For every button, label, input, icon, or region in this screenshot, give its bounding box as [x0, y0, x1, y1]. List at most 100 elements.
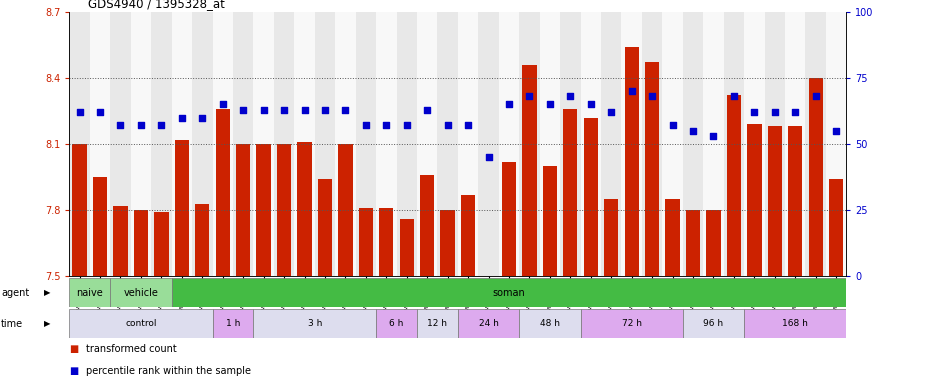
Point [788, 109, 803, 115]
Point [195, 114, 210, 121]
Bar [314, 12, 335, 276]
Bar [519, 12, 539, 276]
Point [808, 93, 823, 99]
Point [522, 93, 536, 99]
Point [154, 122, 168, 129]
Point [706, 133, 721, 139]
Point [768, 109, 783, 115]
Text: 48 h: 48 h [540, 319, 560, 328]
Point [461, 122, 475, 129]
Text: 168 h: 168 h [783, 319, 808, 328]
Bar [458, 309, 519, 338]
Bar [622, 12, 642, 276]
Bar [172, 12, 192, 276]
Text: 72 h: 72 h [622, 319, 642, 328]
Point [665, 122, 680, 129]
Text: 24 h: 24 h [478, 319, 499, 328]
Bar [233, 12, 253, 276]
Point [216, 101, 230, 107]
Bar [543, 166, 557, 276]
Point [645, 93, 660, 99]
Bar [397, 12, 417, 276]
Bar [318, 179, 332, 276]
Bar [478, 12, 499, 276]
Point [440, 122, 455, 129]
Point [113, 122, 128, 129]
Point [624, 88, 639, 94]
Bar [253, 309, 376, 338]
Text: ■: ■ [69, 344, 79, 354]
Bar [461, 195, 475, 276]
Point [584, 101, 598, 107]
Text: 3 h: 3 h [307, 319, 322, 328]
Bar [236, 144, 251, 276]
Bar [747, 124, 761, 276]
Bar [274, 12, 294, 276]
Bar [253, 12, 274, 276]
Point [236, 106, 251, 113]
Bar [297, 142, 312, 276]
Bar [114, 206, 128, 276]
Bar [581, 309, 683, 338]
Bar [808, 78, 823, 276]
Point [542, 101, 557, 107]
Text: 1 h: 1 h [226, 319, 240, 328]
Bar [69, 309, 213, 338]
Bar [440, 210, 455, 276]
Bar [703, 12, 723, 276]
Bar [604, 199, 619, 276]
Bar [277, 144, 291, 276]
Bar [90, 12, 110, 276]
Bar [458, 12, 478, 276]
Bar [502, 162, 516, 276]
Text: transformed count: transformed count [86, 344, 177, 354]
Bar [539, 12, 561, 276]
Bar [826, 12, 846, 276]
Bar [376, 12, 397, 276]
Bar [195, 204, 209, 276]
Bar [727, 95, 741, 276]
Text: naive: naive [77, 288, 104, 298]
Bar [213, 309, 253, 338]
Bar [256, 144, 271, 276]
Point [133, 122, 148, 129]
Point [829, 127, 844, 134]
Point [379, 122, 394, 129]
Bar [642, 12, 662, 276]
Text: control: control [125, 319, 156, 328]
Bar [134, 210, 148, 276]
Bar [499, 12, 519, 276]
Point [175, 114, 190, 121]
Bar [376, 309, 417, 338]
Bar [744, 12, 765, 276]
Bar [806, 12, 826, 276]
Bar [723, 12, 744, 276]
Point [563, 93, 578, 99]
Bar [765, 12, 785, 276]
Bar [213, 12, 233, 276]
Bar [69, 12, 90, 276]
Bar [685, 210, 700, 276]
Point [400, 122, 414, 129]
Bar [662, 12, 683, 276]
Text: ▶: ▶ [44, 319, 51, 328]
Text: vehicle: vehicle [124, 288, 158, 298]
Point [685, 127, 700, 134]
Text: soman: soman [493, 288, 525, 298]
Bar [172, 278, 846, 307]
Bar [829, 179, 844, 276]
Bar [400, 219, 413, 276]
Bar [154, 212, 168, 276]
Bar [151, 12, 172, 276]
Bar [561, 12, 581, 276]
Bar [130, 12, 151, 276]
Bar [420, 175, 435, 276]
Bar [216, 109, 230, 276]
Text: ▶: ▶ [44, 288, 51, 297]
Text: 12 h: 12 h [427, 319, 448, 328]
Bar [110, 278, 172, 307]
Point [359, 122, 374, 129]
Point [481, 154, 496, 161]
Bar [175, 140, 189, 276]
Point [277, 106, 291, 113]
